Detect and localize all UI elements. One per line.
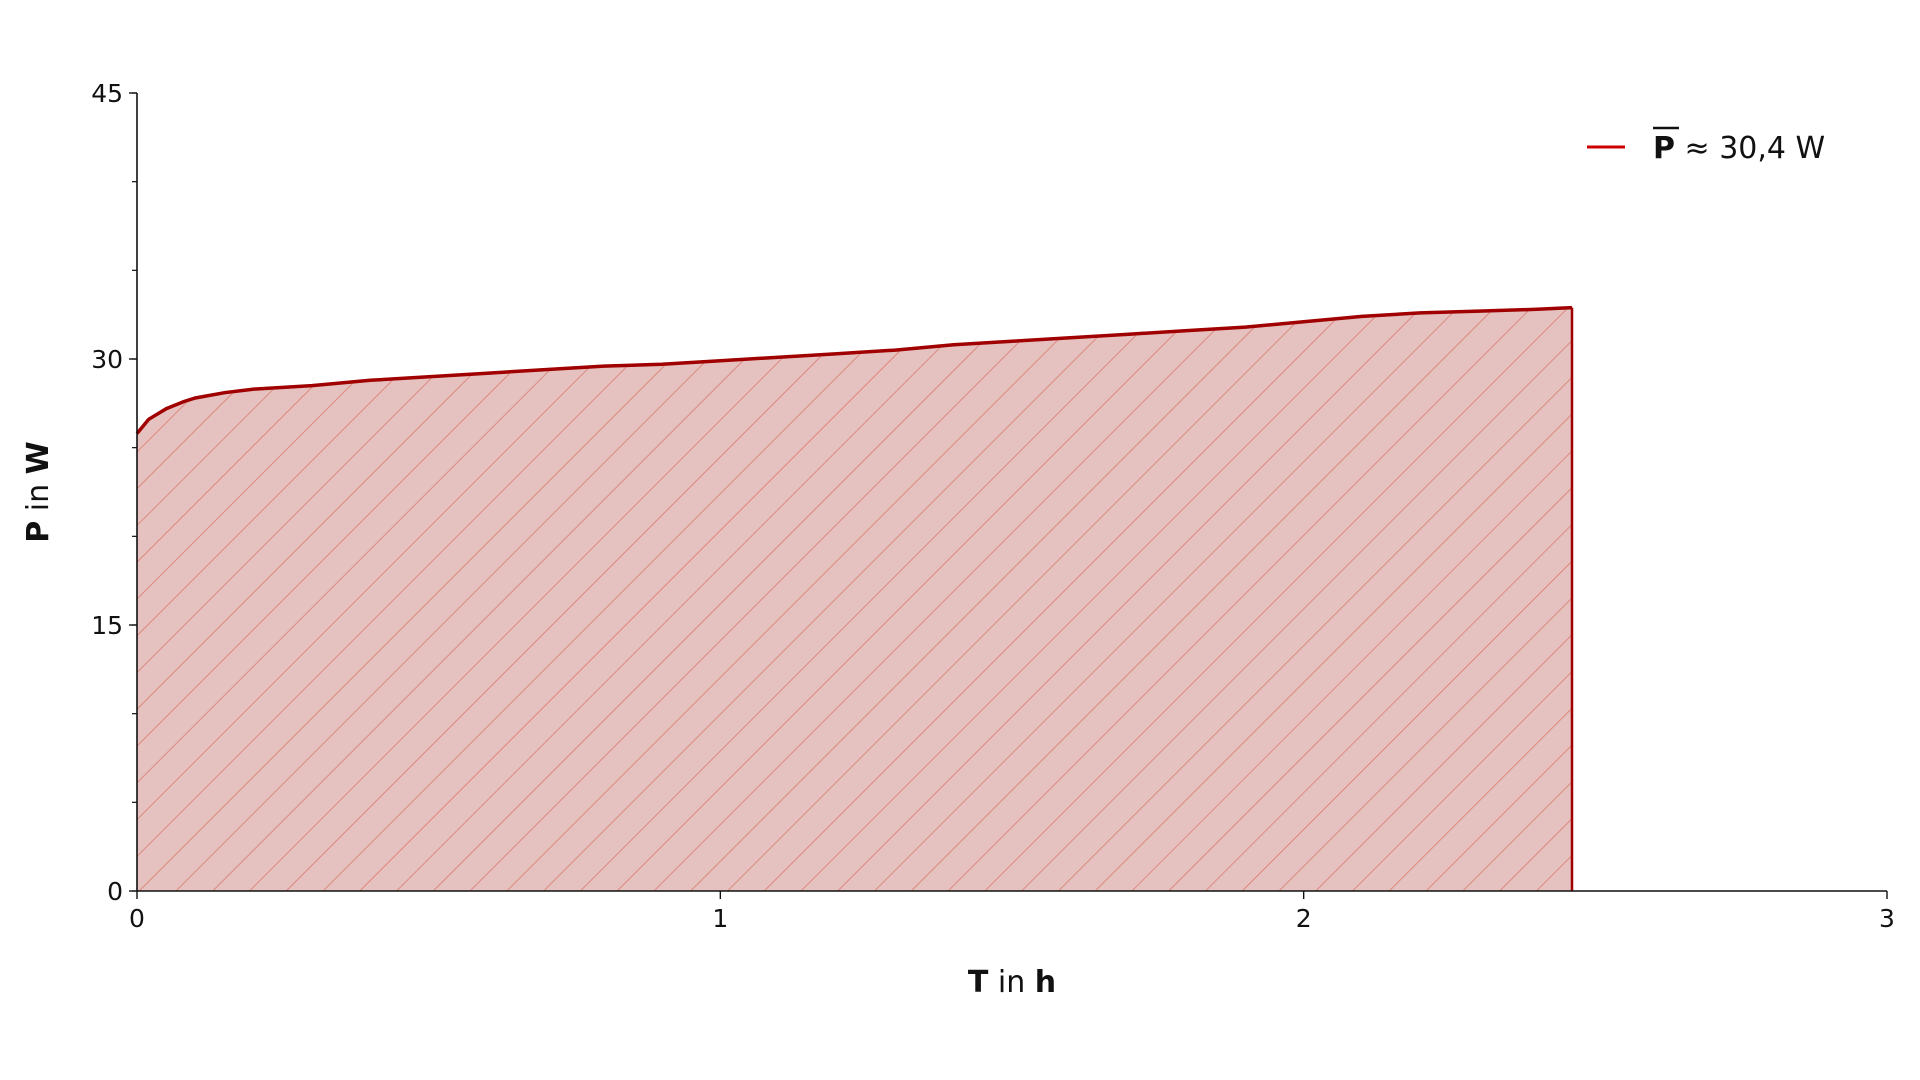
x-axis-label: T in h (968, 965, 1056, 1000)
y-tick-label: 0 (107, 877, 123, 906)
y-tick-label: 15 (91, 611, 123, 640)
x-tick-label: 2 (1296, 904, 1312, 933)
legend-text: ≈ 30,4 W (1685, 131, 1826, 166)
area-fill (137, 307, 1572, 892)
legend: P ≈ 30,4 W (1587, 126, 1825, 166)
x-tick-label: 1 (712, 904, 728, 933)
x-tick-label: 0 (129, 904, 145, 933)
legend-label: P ≈ 30,4 W (1653, 131, 1825, 166)
y-axis-label-in: in (21, 484, 56, 511)
x-axis-label-in: in (998, 965, 1025, 1000)
y-tick-label: 30 (91, 345, 123, 374)
y-axis-label-unit: W (21, 441, 56, 474)
x-axis-label-unit: h (1035, 965, 1056, 1000)
x-tick-label: 3 (1879, 904, 1895, 933)
legend-symbol: P (1653, 131, 1675, 166)
plot-area (135, 305, 1574, 892)
series-line (135, 305, 1573, 435)
y-axis-label-var: P (21, 521, 56, 543)
y-tick-label: 45 (91, 79, 123, 108)
y-axis-label: P in W (21, 441, 56, 543)
x-axis-label-var: T (968, 965, 989, 1000)
